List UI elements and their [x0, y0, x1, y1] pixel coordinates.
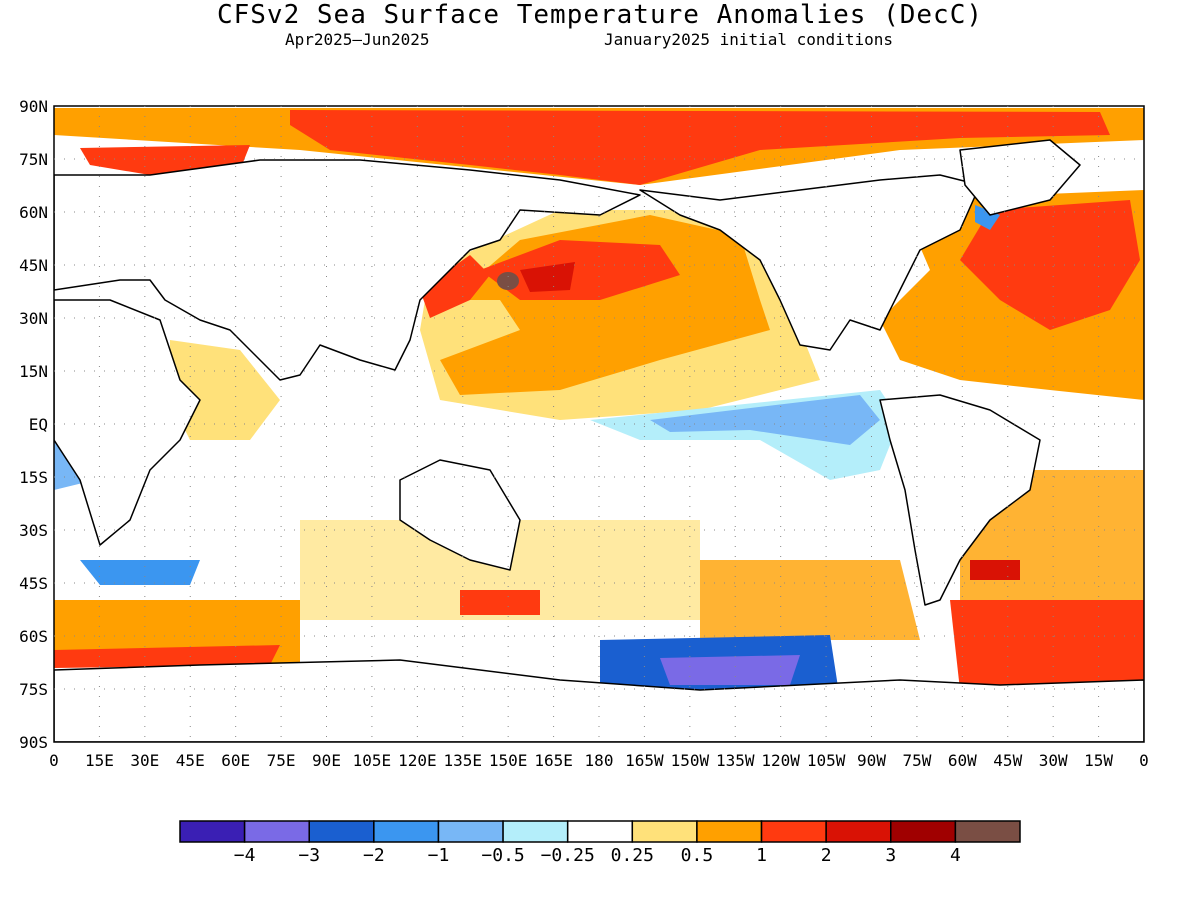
lon-label: 0 [1139, 751, 1149, 770]
colorbar-label: 3 [885, 845, 896, 866]
longitude-labels: 0 15E 30E 45E 60E 75E 90E 105E 120E 135E 150E 165E 1… [49, 751, 1149, 770]
colorbar-swatch [696, 820, 763, 843]
lon-label: 165E [534, 751, 573, 770]
land-africa [54, 299, 201, 546]
anomaly-so-yellow-mid [300, 520, 700, 620]
colorbar-label: −3 [298, 845, 320, 866]
colorbar-swatch [825, 820, 892, 843]
colorbar-label: 0.5 [681, 845, 714, 866]
anomaly-npac-deep [520, 262, 575, 292]
land-eurasia [54, 159, 641, 381]
anomaly-so-red-west [54, 645, 280, 668]
anomaly-ross-purple [660, 655, 800, 685]
lon-label: 105W [807, 751, 846, 770]
lon-label: 90E [312, 751, 341, 770]
anomaly-so-orange-mid [460, 590, 540, 615]
anomaly-so-blue-west [80, 560, 200, 585]
anomaly-io-yellow [170, 340, 280, 440]
lon-label: 120W [761, 751, 800, 770]
colorbar: −4 −3 −2 −1 −0.5 −0.25 0.25 0.5 1 2 3 4 [179, 820, 1021, 866]
lat-label: 15S [19, 468, 48, 487]
lon-label: 30W [1039, 751, 1068, 770]
lon-label: 90W [857, 751, 886, 770]
lon-label: 135W [716, 751, 755, 770]
lon-label: 120E [398, 751, 437, 770]
lat-label: EQ [29, 415, 48, 434]
anomaly-sa-red [950, 600, 1144, 690]
anomaly-japan-red [420, 255, 490, 318]
anomaly-kuroshio-hot [497, 272, 519, 290]
colorbar-swatch [308, 820, 375, 843]
lon-label: 105E [353, 751, 392, 770]
anomaly-labrador-blue [975, 205, 1000, 230]
lon-label: 15W [1084, 751, 1113, 770]
colorbar-swatch [373, 820, 440, 843]
lon-label: 45W [993, 751, 1022, 770]
colorbar-label: 2 [821, 845, 832, 866]
lat-label: 90S [19, 733, 48, 752]
lon-label: 45E [176, 751, 205, 770]
lon-label: 135E [443, 751, 482, 770]
colorbar-label: 4 [950, 845, 961, 866]
colorbar-label: −1 [428, 845, 450, 866]
colorbar-label: −4 [234, 845, 256, 866]
lat-label: 90N [19, 97, 48, 116]
colorbar-swatch [954, 820, 1021, 843]
anomaly-natl-red [960, 200, 1140, 330]
colorbar-label: 0.25 [611, 845, 654, 866]
lat-label: 30S [19, 521, 48, 540]
lat-label: 15N [19, 362, 48, 381]
colorbar-swatch [566, 820, 634, 843]
lat-label: 60S [19, 627, 48, 646]
lon-label: 75E [267, 751, 296, 770]
colorbar-swatch [890, 820, 957, 843]
latitude-labels: 90N 75N 60N 45N 30N 15N EQ 15S 30S 45S 60S 75S 90S [19, 97, 48, 752]
colorbar-label: −0.5 [481, 845, 524, 866]
colorbar-label: −0.25 [541, 845, 595, 866]
colorbar-swatch [502, 820, 569, 843]
colorbar-swatch [243, 820, 310, 843]
lon-label: 30E [130, 751, 159, 770]
lon-label: 0 [49, 751, 59, 770]
lon-label: 165W [625, 751, 664, 770]
graticule [54, 106, 1144, 742]
anomaly-sa-deep [970, 560, 1020, 580]
lon-label: 15E [85, 751, 114, 770]
anomaly-tpac-blue [650, 395, 880, 445]
chart-title: CFSv2 Sea Surface Temperature Anomalies … [216, 0, 984, 30]
lat-label: 45S [19, 574, 48, 593]
lat-label: 60N [19, 203, 48, 222]
colorbar-label: −2 [363, 845, 385, 866]
colorbar-swatch [437, 820, 504, 843]
land-south-america [879, 394, 1041, 606]
forecast-period: Apr2025—Jun2025 [285, 30, 430, 49]
lon-label: 150E [489, 751, 528, 770]
lat-label: 45N [19, 256, 48, 275]
lon-label: 75W [902, 751, 931, 770]
lon-label: 180 [585, 751, 614, 770]
colorbar-swatch [179, 820, 246, 843]
land-layer [54, 139, 1144, 742]
colorbar-swatch [760, 820, 827, 843]
lat-label: 75N [19, 150, 48, 169]
anomaly-fill-layer [54, 108, 1144, 700]
lon-label: 150W [671, 751, 710, 770]
colorbar-label: 1 [756, 845, 767, 866]
land-antarctica [54, 659, 1144, 742]
lon-label: 60E [221, 751, 250, 770]
lon-label: 60W [948, 751, 977, 770]
lat-label: 75S [19, 680, 48, 699]
anomaly-arctic-red [290, 110, 1110, 185]
land-australia [399, 459, 521, 571]
lat-label: 30N [19, 309, 48, 328]
land-greenland [959, 139, 1081, 216]
colorbar-swatch [631, 820, 698, 843]
land-north-america [639, 174, 981, 351]
anomaly-so-orange-east [700, 560, 920, 640]
initial-conditions: January2025 initial conditions [604, 30, 893, 49]
